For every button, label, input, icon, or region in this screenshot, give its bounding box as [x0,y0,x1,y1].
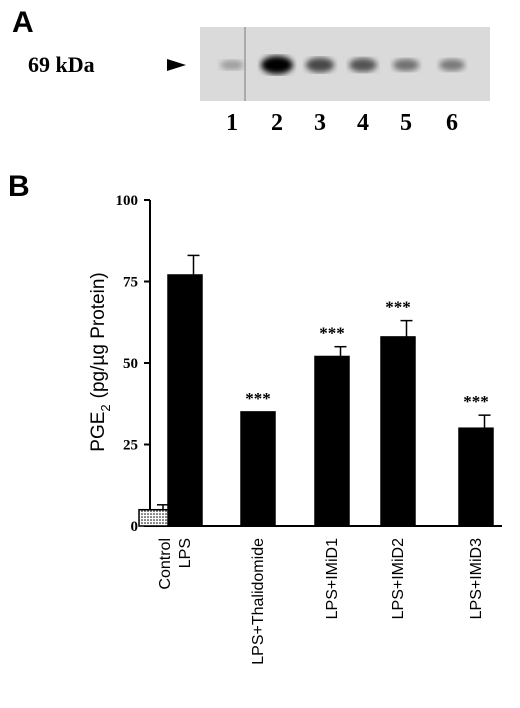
bar-control [138,508,172,527]
bar-lps-imid1 [314,355,350,527]
y-tick-label: 25 [123,438,138,454]
lane-label: 4 [357,110,369,136]
marker-label: 69 kDa [28,52,95,77]
blot-band [220,60,244,70]
svg-text:PGE2(pg/µg Protein): PGE2 (pg/µg Protein) [88,272,113,451]
y-tick-label: 0 [131,519,139,535]
y-tick-label: 50 [123,356,138,372]
panel-a-letter: A [12,6,34,39]
x-tick-label: LPS+IMiD3 [468,538,485,619]
x-tick-label: LPS+IMiD2 [390,538,407,619]
significance-label: *** [463,392,489,411]
significance-label: *** [245,389,271,408]
lane-label: 5 [400,110,412,136]
blot-band [305,57,335,73]
marker-arrow-icon [167,59,186,71]
x-tick-label: Control [157,538,174,590]
ylabel: PGE2 (pg/µg Protein) [88,272,113,451]
lane-label: 1 [226,110,238,136]
bar-lps-imid3 [458,427,494,527]
y-tick-label: 75 [123,275,138,291]
bar-lps [167,274,203,527]
significance-label: *** [319,324,345,343]
panel-b-letter: B [8,170,30,203]
western-blot [200,27,490,101]
bar-lps-imid2 [380,336,416,527]
blot-band [439,59,465,71]
lane-label: 6 [446,110,458,136]
blot-band [261,56,293,74]
x-tick-label: LPS+Thalidomide [250,538,267,665]
blot-band [392,58,420,72]
significance-label: *** [385,298,411,317]
blot-band [349,58,377,72]
ylabel-rest: (pg/µg Protein) [88,272,109,398]
ylabel-main: PGE [88,412,109,452]
x-tick-label: LPS [177,538,194,568]
x-tick-label: LPS+IMiD1 [324,538,341,619]
bar-lps-thalidomide [240,411,276,527]
y-tick-label: 100 [116,193,139,209]
ylabel-subscript: 2 [98,404,113,411]
lane-label: 3 [314,110,326,136]
lane-label: 2 [271,110,283,136]
